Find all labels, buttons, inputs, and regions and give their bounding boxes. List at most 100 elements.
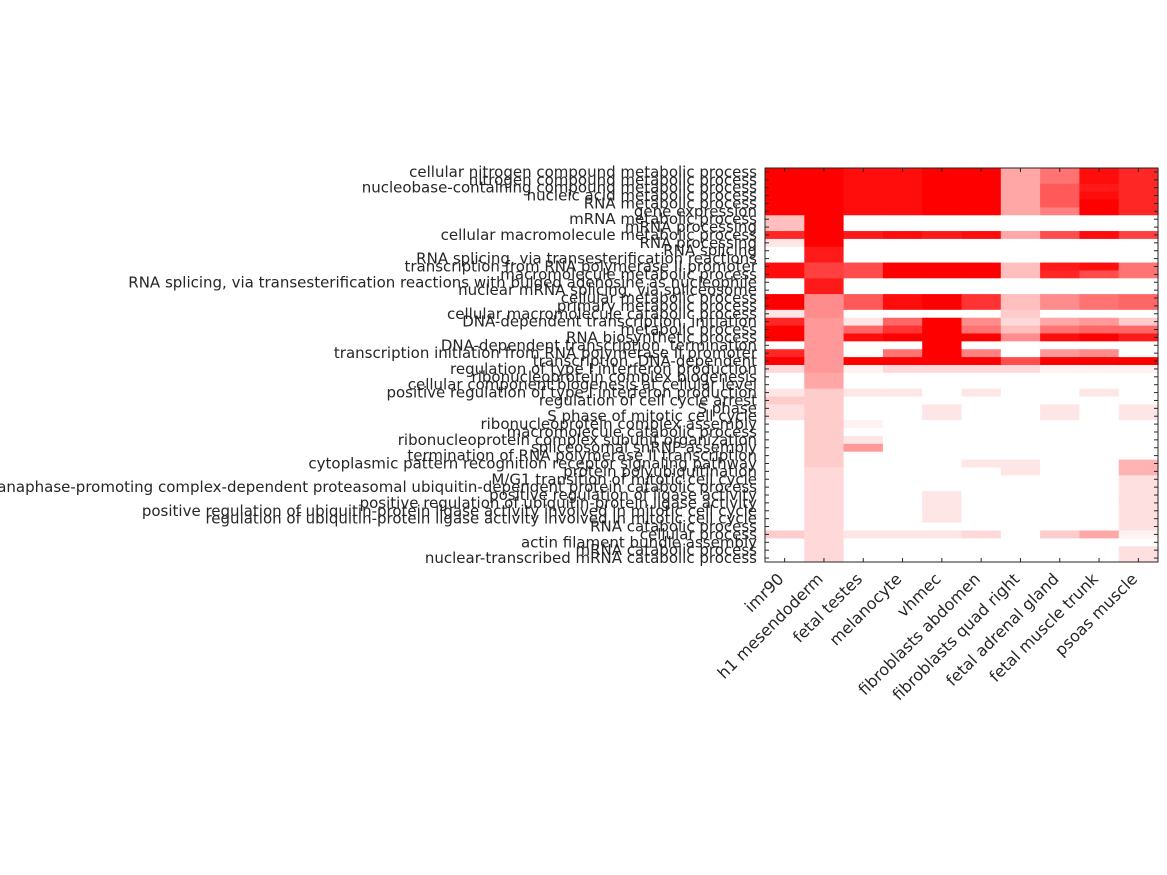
- heatmap-cell: [1000, 404, 1041, 413]
- heatmap-cell: [961, 294, 1002, 303]
- heatmap-cell: [804, 412, 845, 421]
- heatmap-cell: [1000, 246, 1041, 256]
- heatmap-cell: [1040, 459, 1080, 469]
- heatmap-cell: [922, 199, 963, 208]
- heatmap-cell: [922, 365, 963, 374]
- heatmap-cell: [1118, 428, 1159, 437]
- heatmap-cell: [1079, 333, 1120, 342]
- heatmap-cell: [804, 522, 845, 532]
- heatmap-cell: [1000, 443, 1041, 453]
- heatmap-cell: [765, 428, 805, 437]
- row-label: positive regulation of ligase activity: [489, 486, 757, 504]
- heatmap-cell: [882, 309, 923, 319]
- heatmap-cell: [1079, 522, 1120, 532]
- heatmap-cell: [1040, 428, 1080, 437]
- heatmap-cell: [961, 333, 1002, 342]
- heatmap-cell: [843, 443, 884, 453]
- heatmap-cell: [1118, 475, 1159, 484]
- heatmap-cell: [765, 341, 805, 350]
- heatmap-cell: [882, 286, 923, 295]
- row-label: positive regulation of type I interferon…: [386, 384, 757, 402]
- heatmap-cell: [765, 475, 805, 484]
- heatmap-cell: [765, 514, 805, 524]
- heatmap-cell: [765, 443, 805, 453]
- heatmap-cell: [922, 443, 963, 453]
- heatmap-cell: [882, 412, 923, 421]
- heatmap-cell: [961, 238, 1002, 248]
- heatmap-cell: [1079, 396, 1120, 405]
- row-label: mRNA catabolic process: [576, 541, 758, 559]
- heatmap-cell: [1118, 286, 1159, 295]
- heatmap-cell: [843, 262, 884, 272]
- heatmap-cell: [765, 530, 805, 539]
- heatmap-cell: [1118, 175, 1159, 185]
- heatmap-cell: [1079, 294, 1120, 303]
- heatmap-cell: [1040, 175, 1080, 185]
- heatmap-cell: [1079, 483, 1120, 492]
- heatmap-cell: [922, 522, 963, 532]
- heatmap-cell: [765, 380, 805, 390]
- heatmap-cell: [804, 380, 845, 390]
- heatmap-cell: [882, 246, 923, 256]
- heatmap-cell: [882, 294, 923, 303]
- heatmap-cell: [922, 475, 963, 484]
- heatmap-cell: [922, 254, 963, 264]
- heatmap-cell: [922, 301, 963, 311]
- heatmap-cell: [765, 459, 805, 469]
- heatmap-cell: [961, 246, 1002, 256]
- heatmap-cell: [1000, 412, 1041, 421]
- row-label: positive regulation of ubiquitin-protein…: [360, 494, 758, 512]
- heatmap-cell: [882, 357, 923, 366]
- heatmap-cell: [1040, 349, 1080, 358]
- heatmap-cell: [1079, 325, 1120, 335]
- heatmap-cell: [804, 231, 845, 240]
- heatmap-cell: [1079, 388, 1120, 398]
- heatmap-cell: [1118, 317, 1159, 327]
- heatmap-cell: [1118, 278, 1159, 287]
- row-label: transcription initiation from RNA polyme…: [334, 344, 758, 362]
- heatmap-cell: [1118, 365, 1159, 374]
- heatmap-cell: [1000, 388, 1041, 398]
- heatmap-cell: [843, 333, 884, 342]
- heatmap-cell: [843, 341, 884, 350]
- heatmap-cell: [1118, 215, 1159, 224]
- heatmap-cell: [1079, 341, 1120, 350]
- heatmap-cell: [1118, 538, 1159, 547]
- heatmap-cell: [765, 183, 805, 193]
- heatmap-cell: [843, 168, 884, 177]
- heatmap-cell: [765, 309, 805, 319]
- heatmap-cell: [1040, 435, 1080, 445]
- heatmap-cell: [804, 357, 845, 366]
- row-label: RNA catabolic process: [590, 518, 757, 536]
- heatmap-cell: [765, 238, 805, 248]
- heatmap-cell: [1118, 246, 1159, 256]
- heatmap-cell: [765, 301, 805, 311]
- heatmap-cell: [1118, 238, 1159, 248]
- heatmap-cell: [882, 506, 923, 516]
- row-label: RNA biosynthetic process: [566, 328, 757, 346]
- heatmap-cell: [765, 498, 805, 508]
- heatmap-cell: [922, 498, 963, 508]
- heatmap-cell: [1000, 294, 1041, 303]
- heatmap-cell: [765, 506, 805, 516]
- heatmap-cell: [922, 546, 963, 555]
- heatmap-cell: [922, 357, 963, 366]
- heatmap-cell: [882, 538, 923, 547]
- heatmap-cell: [1118, 372, 1159, 382]
- heatmap-cell: [882, 435, 923, 445]
- heatmap-cell: [961, 341, 1002, 350]
- heatmap-cell: [1118, 380, 1159, 390]
- heatmap-cell: [804, 459, 845, 469]
- heatmap-cell: [1000, 372, 1041, 382]
- heatmap-cell: [1000, 333, 1041, 342]
- heatmap-cell: [961, 270, 1002, 279]
- heatmap-cell: [882, 215, 923, 224]
- heatmap-cell: [1118, 522, 1159, 532]
- heatmap-cell: [1040, 506, 1080, 516]
- heatmap-cell: [1079, 223, 1120, 232]
- heatmap-cell: [922, 175, 963, 185]
- heatmap-cell: [922, 420, 963, 429]
- heatmap-cell: [961, 538, 1002, 547]
- heatmap-cell: [765, 223, 805, 232]
